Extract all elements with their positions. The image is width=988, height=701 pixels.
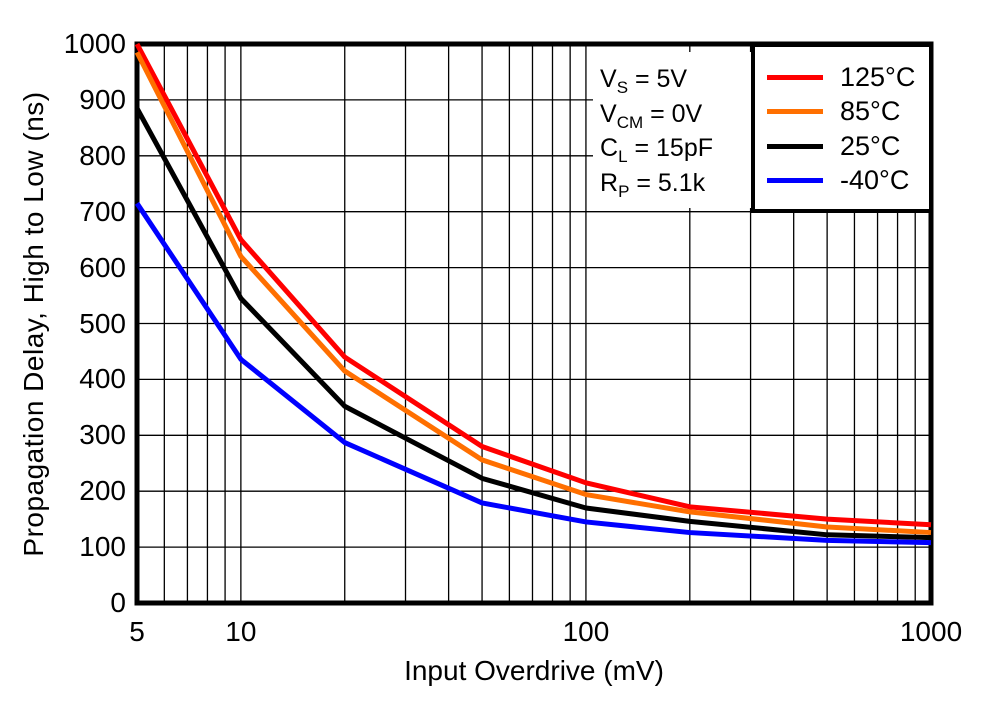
- legend-label: -40°C: [840, 165, 910, 196]
- legend-entry: 125°C: [755, 60, 929, 95]
- y-tick-label: 400: [79, 363, 126, 395]
- y-tick-label: 1000: [63, 28, 126, 59]
- condition-line: VS = 5V: [600, 65, 688, 97]
- y-tick-label: 500: [79, 307, 126, 339]
- legend-label: 85°C: [840, 96, 901, 127]
- y-tick-label: 0: [110, 587, 126, 618]
- legend: 125°C 85°C 25°C -40°C: [751, 43, 933, 213]
- y-axis-title: Propagation Delay, High to Low (ns): [18, 91, 49, 557]
- x-tick-label: 100: [562, 616, 610, 647]
- y-tick-label: 700: [79, 195, 126, 227]
- plot-border: [134, 41, 934, 606]
- condition-line: CL = 15pF: [600, 134, 714, 166]
- condition-line: RP = 5.1k: [600, 168, 706, 201]
- series-line-85C: [134, 51, 932, 536]
- legend-swatch: [767, 74, 823, 80]
- x-axis-title: Input Overdrive (mV): [404, 655, 664, 686]
- series-line--40C: [134, 201, 932, 546]
- legend-label: 25°C: [840, 130, 901, 161]
- series-line-125C: [134, 42, 932, 528]
- legend-entry: 85°C: [755, 95, 929, 130]
- x-tick-label: 5: [129, 616, 145, 647]
- y-tick-label: 900: [79, 83, 126, 115]
- legend-label: 125°C: [840, 61, 916, 92]
- legend-swatch: [767, 143, 823, 149]
- y-tick-label: 300: [79, 419, 126, 451]
- condition-line: VCM = 0V: [600, 99, 703, 132]
- conditions-annotation: VS = 5V VCM = 0V CL = 15pF RP = 5.1k: [600, 62, 720, 201]
- y-tick-label: 600: [79, 251, 126, 283]
- legend-entry: 25°C: [755, 129, 929, 164]
- series-line-25C: [134, 107, 932, 541]
- x-tick-label: 10: [225, 616, 257, 647]
- y-tick-label: 800: [79, 139, 126, 171]
- x-tick-label: 1000: [899, 616, 963, 647]
- legend-swatch: [767, 178, 823, 184]
- y-tick-label: 200: [79, 475, 126, 507]
- legend-swatch: [767, 109, 823, 115]
- legend-entry: -40°C: [755, 164, 929, 199]
- y-tick-label: 100: [79, 531, 126, 563]
